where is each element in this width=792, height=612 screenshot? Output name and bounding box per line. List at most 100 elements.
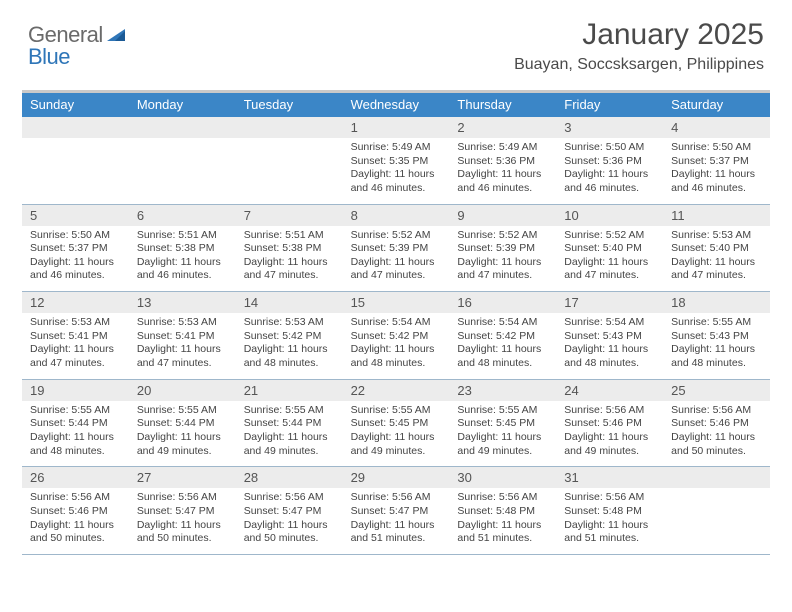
daylight-line: Daylight: 11 hours and 47 minutes. xyxy=(564,256,657,283)
logo-word-2-wrap: Blue xyxy=(28,44,70,70)
sunset-line: Sunset: 5:41 PM xyxy=(137,330,230,344)
day-cell: Sunrise: 5:49 AMSunset: 5:36 PMDaylight:… xyxy=(449,138,556,204)
day-cell: Sunrise: 5:56 AMSunset: 5:48 PMDaylight:… xyxy=(556,488,663,554)
sunset-line: Sunset: 5:40 PM xyxy=(671,242,764,256)
day-header: Thursday xyxy=(449,93,556,117)
day-number: 27 xyxy=(129,467,236,488)
sunset-line: Sunset: 5:37 PM xyxy=(30,242,123,256)
day-number: 24 xyxy=(556,380,663,401)
sunrise-line: Sunrise: 5:56 AM xyxy=(564,404,657,418)
daylight-line: Daylight: 11 hours and 51 minutes. xyxy=(457,519,550,546)
day-cell: Sunrise: 5:53 AMSunset: 5:41 PMDaylight:… xyxy=(129,313,236,379)
sunset-line: Sunset: 5:36 PM xyxy=(564,155,657,169)
sunrise-line: Sunrise: 5:50 AM xyxy=(30,229,123,243)
daylight-line: Daylight: 11 hours and 47 minutes. xyxy=(244,256,337,283)
daylight-line: Daylight: 11 hours and 47 minutes. xyxy=(457,256,550,283)
sunrise-line: Sunrise: 5:53 AM xyxy=(137,316,230,330)
day-cell: Sunrise: 5:56 AMSunset: 5:47 PMDaylight:… xyxy=(236,488,343,554)
sunrise-line: Sunrise: 5:56 AM xyxy=(671,404,764,418)
sunrise-line: Sunrise: 5:55 AM xyxy=(351,404,444,418)
daylight-line: Daylight: 11 hours and 47 minutes. xyxy=(30,343,123,370)
daylight-line: Daylight: 11 hours and 49 minutes. xyxy=(244,431,337,458)
sunrise-line: Sunrise: 5:54 AM xyxy=(564,316,657,330)
daylight-line: Daylight: 11 hours and 49 minutes. xyxy=(351,431,444,458)
day-cell: Sunrise: 5:52 AMSunset: 5:39 PMDaylight:… xyxy=(343,226,450,292)
day-number: 20 xyxy=(129,380,236,401)
day-number: 1 xyxy=(343,117,450,138)
daylight-line: Daylight: 11 hours and 50 minutes. xyxy=(671,431,764,458)
daylight-line: Daylight: 11 hours and 47 minutes. xyxy=(351,256,444,283)
sunrise-line: Sunrise: 5:56 AM xyxy=(564,491,657,505)
daylight-line: Daylight: 11 hours and 48 minutes. xyxy=(457,343,550,370)
sunset-line: Sunset: 5:47 PM xyxy=(244,505,337,519)
sunrise-line: Sunrise: 5:54 AM xyxy=(457,316,550,330)
sunset-line: Sunset: 5:46 PM xyxy=(671,417,764,431)
day-cell xyxy=(236,138,343,204)
day-number: 5 xyxy=(22,205,129,226)
sunset-line: Sunset: 5:45 PM xyxy=(457,417,550,431)
daylight-line: Daylight: 11 hours and 50 minutes. xyxy=(244,519,337,546)
day-cell: Sunrise: 5:50 AMSunset: 5:36 PMDaylight:… xyxy=(556,138,663,204)
day-header: Saturday xyxy=(663,93,770,117)
sunrise-line: Sunrise: 5:55 AM xyxy=(137,404,230,418)
daylight-line: Daylight: 11 hours and 46 minutes. xyxy=(137,256,230,283)
daylight-line: Daylight: 11 hours and 48 minutes. xyxy=(671,343,764,370)
sunset-line: Sunset: 5:35 PM xyxy=(351,155,444,169)
sunset-line: Sunset: 5:47 PM xyxy=(351,505,444,519)
daynum-row: 1234 xyxy=(22,117,770,138)
sunrise-line: Sunrise: 5:55 AM xyxy=(457,404,550,418)
daylight-line: Daylight: 11 hours and 47 minutes. xyxy=(671,256,764,283)
sunset-line: Sunset: 5:40 PM xyxy=(564,242,657,256)
sunset-line: Sunset: 5:44 PM xyxy=(244,417,337,431)
day-number: 6 xyxy=(129,205,236,226)
sunset-line: Sunset: 5:47 PM xyxy=(137,505,230,519)
sunset-line: Sunset: 5:42 PM xyxy=(244,330,337,344)
sunset-line: Sunset: 5:45 PM xyxy=(351,417,444,431)
sunrise-line: Sunrise: 5:56 AM xyxy=(30,491,123,505)
day-number: 13 xyxy=(129,292,236,313)
day-number: 12 xyxy=(22,292,129,313)
day-cell: Sunrise: 5:51 AMSunset: 5:38 PMDaylight:… xyxy=(236,226,343,292)
day-cell: Sunrise: 5:54 AMSunset: 5:42 PMDaylight:… xyxy=(343,313,450,379)
day-number: 17 xyxy=(556,292,663,313)
week-row: Sunrise: 5:56 AMSunset: 5:46 PMDaylight:… xyxy=(22,488,770,555)
week-row: Sunrise: 5:55 AMSunset: 5:44 PMDaylight:… xyxy=(22,401,770,468)
daylight-line: Daylight: 11 hours and 51 minutes. xyxy=(564,519,657,546)
day-number: 7 xyxy=(236,205,343,226)
sunrise-line: Sunrise: 5:55 AM xyxy=(671,316,764,330)
daylight-line: Daylight: 11 hours and 51 minutes. xyxy=(351,519,444,546)
day-number xyxy=(236,117,343,138)
day-cell xyxy=(22,138,129,204)
day-cell: Sunrise: 5:49 AMSunset: 5:35 PMDaylight:… xyxy=(343,138,450,204)
sunrise-line: Sunrise: 5:54 AM xyxy=(351,316,444,330)
day-number: 9 xyxy=(449,205,556,226)
sunset-line: Sunset: 5:38 PM xyxy=(244,242,337,256)
day-number: 15 xyxy=(343,292,450,313)
sunrise-line: Sunrise: 5:49 AM xyxy=(457,141,550,155)
day-cell: Sunrise: 5:52 AMSunset: 5:40 PMDaylight:… xyxy=(556,226,663,292)
day-number: 4 xyxy=(663,117,770,138)
month-title: January 2025 xyxy=(514,18,764,52)
day-number: 10 xyxy=(556,205,663,226)
daylight-line: Daylight: 11 hours and 46 minutes. xyxy=(351,168,444,195)
daylight-line: Daylight: 11 hours and 49 minutes. xyxy=(564,431,657,458)
day-cell: Sunrise: 5:55 AMSunset: 5:45 PMDaylight:… xyxy=(449,401,556,467)
sunset-line: Sunset: 5:42 PM xyxy=(457,330,550,344)
day-header: Sunday xyxy=(22,93,129,117)
day-number: 3 xyxy=(556,117,663,138)
day-header: Friday xyxy=(556,93,663,117)
sunset-line: Sunset: 5:36 PM xyxy=(457,155,550,169)
day-cell: Sunrise: 5:53 AMSunset: 5:41 PMDaylight:… xyxy=(22,313,129,379)
daylight-line: Daylight: 11 hours and 49 minutes. xyxy=(137,431,230,458)
daylight-line: Daylight: 11 hours and 47 minutes. xyxy=(137,343,230,370)
sunrise-line: Sunrise: 5:49 AM xyxy=(351,141,444,155)
sunrise-line: Sunrise: 5:52 AM xyxy=(351,229,444,243)
day-number: 31 xyxy=(556,467,663,488)
day-number xyxy=(22,117,129,138)
sunrise-line: Sunrise: 5:53 AM xyxy=(244,316,337,330)
day-cell: Sunrise: 5:50 AMSunset: 5:37 PMDaylight:… xyxy=(22,226,129,292)
header: General January 2025 Buayan, Soccsksarge… xyxy=(0,0,792,82)
sunrise-line: Sunrise: 5:56 AM xyxy=(351,491,444,505)
day-cell: Sunrise: 5:54 AMSunset: 5:42 PMDaylight:… xyxy=(449,313,556,379)
day-number: 16 xyxy=(449,292,556,313)
